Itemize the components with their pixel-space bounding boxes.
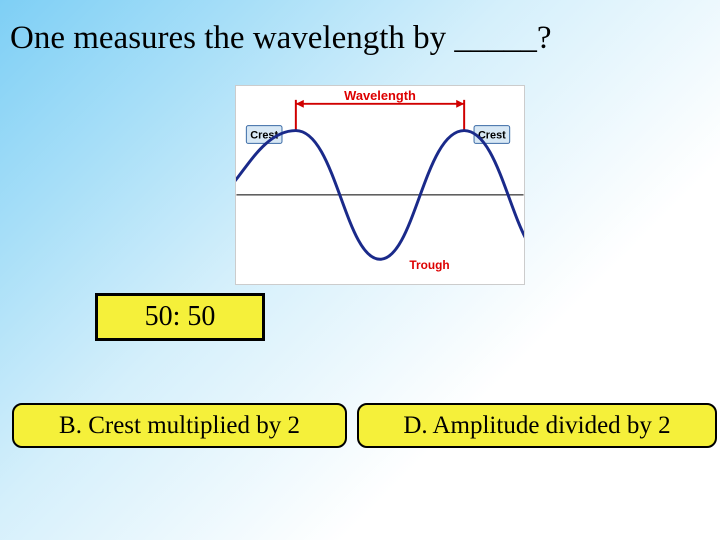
answer-option-b[interactable]: B. Crest multiplied by 2 bbox=[12, 403, 347, 448]
crest1-label: Crest bbox=[250, 129, 278, 141]
wave-diagram: Wavelength Crest Crest Trough bbox=[235, 85, 525, 285]
wavelength-arrow-left bbox=[296, 100, 304, 108]
answer-d-label: D. Amplitude divided by 2 bbox=[403, 412, 670, 440]
wavelength-arrow-right bbox=[456, 100, 464, 108]
answer-b-label: B. Crest multiplied by 2 bbox=[59, 412, 300, 440]
wave-svg: Wavelength Crest Crest Trough bbox=[236, 86, 524, 284]
question-text: One measures the wavelength by _____? bbox=[10, 20, 552, 57]
trough-label: Trough bbox=[409, 258, 449, 272]
fifty-fifty-label: 50: 50 bbox=[145, 301, 216, 333]
answer-option-d[interactable]: D. Amplitude divided by 2 bbox=[357, 403, 717, 448]
fifty-fifty-button[interactable]: 50: 50 bbox=[95, 293, 265, 341]
wavelength-label: Wavelength bbox=[344, 88, 416, 103]
